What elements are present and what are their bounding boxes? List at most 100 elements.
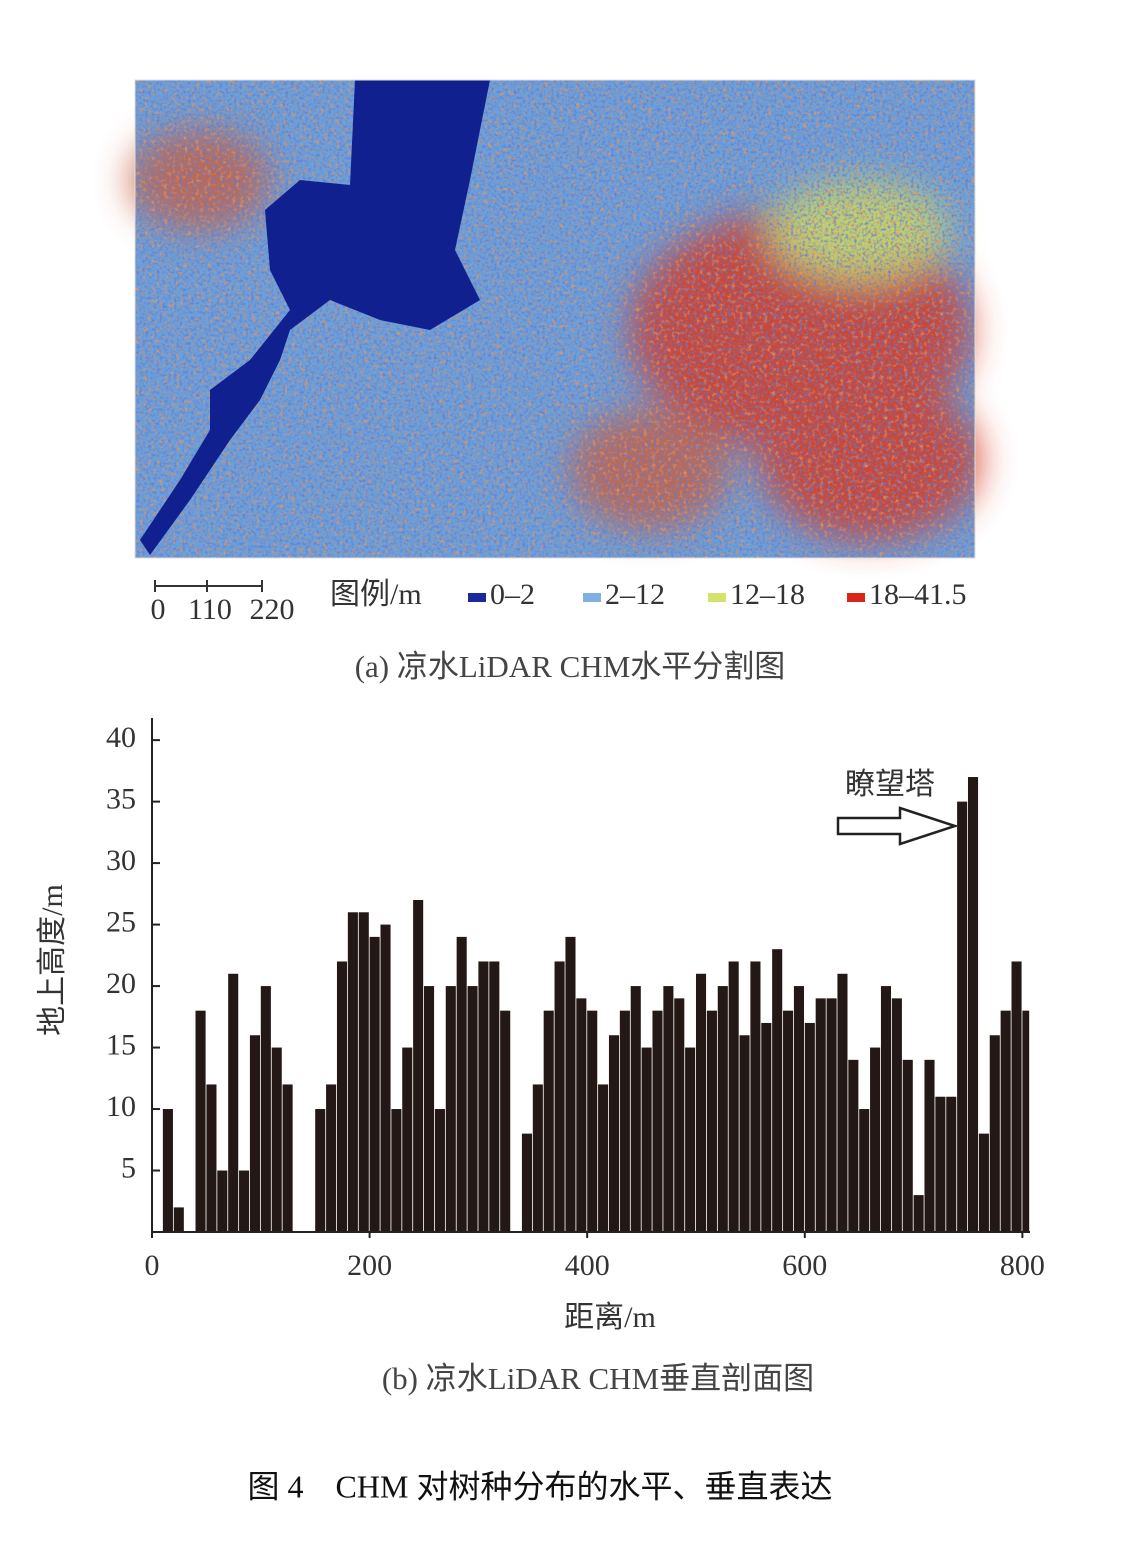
- bar: [336, 961, 348, 1232]
- bar: [815, 998, 826, 1232]
- bar: [478, 961, 489, 1232]
- bar: [859, 1109, 870, 1232]
- scale-label: 220: [250, 593, 295, 626]
- bar: [206, 1084, 217, 1232]
- caption-b: (b) 凉水LiDAR CHM垂直剖面图: [382, 1361, 814, 1396]
- x-tick-label: 200: [347, 1249, 392, 1282]
- y-tick-label: 30: [106, 844, 136, 877]
- bar: [576, 998, 587, 1232]
- bar: [369, 936, 380, 1232]
- bar: [467, 986, 478, 1232]
- bar: [543, 1010, 554, 1232]
- bar: [1022, 1010, 1030, 1232]
- bar: [456, 936, 467, 1232]
- bar: [946, 1096, 957, 1232]
- bar: [326, 1084, 337, 1232]
- bar: [695, 973, 707, 1232]
- bar: [804, 1022, 815, 1232]
- bar: [500, 1010, 511, 1232]
- x-axis-label: 距离/m: [564, 1301, 656, 1334]
- bar: [728, 961, 739, 1232]
- bar: [880, 986, 892, 1232]
- scale-label: 0: [151, 593, 166, 626]
- bar: [380, 924, 391, 1232]
- bar: [957, 801, 968, 1232]
- bar: [891, 998, 902, 1232]
- legend-label: 0–2: [490, 578, 535, 611]
- scale-label: 110: [188, 593, 232, 626]
- bar: [282, 1084, 293, 1232]
- bar: [489, 961, 500, 1232]
- bar: [347, 912, 358, 1232]
- bar: [706, 1010, 717, 1232]
- legend-label: 12–18: [730, 578, 805, 611]
- bar: [826, 998, 837, 1232]
- bar: [608, 1035, 620, 1232]
- bar: [587, 1010, 598, 1232]
- bar: [239, 1170, 250, 1232]
- bar: [532, 1084, 543, 1232]
- y-tick-label: 20: [106, 967, 136, 1000]
- bar: [913, 1195, 924, 1232]
- bar: [761, 1022, 772, 1232]
- bar: [902, 1059, 913, 1232]
- x-tick-label: 600: [782, 1249, 827, 1282]
- chm-map: [130, 79, 980, 559]
- bar: [793, 986, 804, 1232]
- legend-swatch: [583, 593, 601, 602]
- bar: [870, 1047, 881, 1232]
- bar: [750, 961, 761, 1232]
- bar: [772, 949, 783, 1232]
- y-tick-label: 25: [106, 905, 136, 938]
- bar: [413, 899, 424, 1232]
- bar: [195, 1010, 206, 1232]
- bar: [641, 1047, 652, 1232]
- bar: [391, 1109, 402, 1232]
- bar: [423, 986, 435, 1232]
- legend: 0–2 2–12 12–18 18–41.5: [468, 578, 967, 611]
- bar: [554, 961, 565, 1232]
- bar: [521, 1133, 532, 1232]
- legend-swatch: [468, 593, 486, 602]
- bar: [598, 1084, 609, 1232]
- y-tick-label: 5: [121, 1151, 136, 1184]
- legend-swatch: [708, 593, 726, 602]
- legend-label: 2–12: [605, 578, 665, 611]
- legend-swatch: [847, 593, 865, 602]
- bar: [848, 1059, 859, 1232]
- figure-caption: 图 4 CHM 对树种分布的水平、垂直表达: [248, 1468, 833, 1504]
- bar: [663, 986, 674, 1232]
- bar: [674, 998, 685, 1232]
- x-tick-label: 0: [145, 1249, 160, 1282]
- bar: [271, 1047, 282, 1232]
- bar: [1011, 961, 1022, 1232]
- bar: [967, 777, 979, 1232]
- bar: [619, 1010, 630, 1232]
- bar: [445, 986, 456, 1232]
- annotation-arrow: [836, 806, 960, 846]
- bar: [217, 1170, 228, 1232]
- bar: [228, 973, 239, 1232]
- bar: [935, 1096, 946, 1232]
- bar: [315, 1109, 326, 1232]
- bar: [1000, 1010, 1011, 1232]
- bar: [924, 1059, 935, 1232]
- y-tick-label: 10: [106, 1090, 136, 1123]
- bar: [685, 1047, 696, 1232]
- bar: [989, 1035, 1000, 1232]
- x-tick-label: 400: [565, 1249, 610, 1282]
- annotation: 瞭望塔: [845, 768, 935, 801]
- x-tick-label: 800: [1000, 1249, 1045, 1282]
- bar: [434, 1109, 445, 1232]
- bar: [162, 1109, 173, 1232]
- y-axis-label: 地上高度/m: [36, 884, 69, 1036]
- bar: [565, 936, 576, 1232]
- y-tick-label: 35: [106, 783, 136, 816]
- bar: [260, 986, 271, 1232]
- bar: [249, 1035, 260, 1232]
- bar: [837, 973, 848, 1232]
- scale-bar: 0 110 220: [151, 580, 295, 626]
- legend-title: 图例/m: [330, 578, 422, 611]
